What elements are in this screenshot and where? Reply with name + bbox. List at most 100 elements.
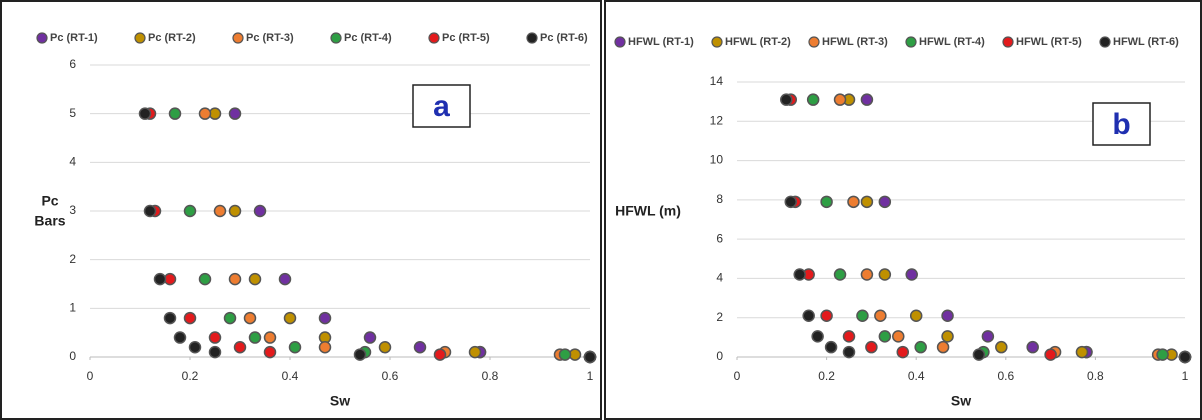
- y-tick-label: 4: [69, 155, 76, 169]
- y-tick-label: 0: [716, 349, 723, 363]
- point: [941, 309, 954, 322]
- x-tick-label: 0.2: [818, 369, 835, 383]
- y-axis-title: HFWL (m): [615, 203, 681, 219]
- point: [842, 330, 856, 343]
- legend-label: HFWL (RT-5): [1016, 36, 1082, 48]
- point: [806, 93, 820, 106]
- point: [914, 340, 927, 354]
- point: [878, 268, 892, 281]
- y-tick-label: 10: [710, 153, 724, 167]
- point: [941, 330, 954, 343]
- legend-marker: [711, 36, 723, 48]
- legend-label: Pc (RT-5): [442, 32, 490, 44]
- point: [820, 195, 833, 209]
- point: [468, 345, 482, 359]
- point: [318, 341, 332, 354]
- point: [811, 330, 824, 343]
- legend-label: Pc (RT-1): [50, 32, 98, 44]
- point: [228, 107, 242, 120]
- legend-label: HFWL (RT-6): [1113, 36, 1179, 48]
- legend-marker: [808, 36, 820, 48]
- legend-label: Pc (RT-6): [540, 32, 588, 44]
- point: [905, 268, 918, 281]
- point: [183, 311, 197, 325]
- legend-marker: [134, 32, 146, 44]
- point: [248, 331, 262, 344]
- x-tick-label: 1: [587, 369, 594, 383]
- y-tick-label: 1: [69, 301, 76, 315]
- point: [865, 340, 878, 354]
- point: [153, 272, 167, 286]
- point: [183, 204, 197, 218]
- point: [793, 268, 806, 281]
- point: [378, 341, 392, 354]
- x-tick-label: 0.6: [997, 369, 1014, 383]
- point: [263, 331, 277, 344]
- point: [995, 340, 1008, 354]
- point: [248, 272, 262, 286]
- point: [909, 309, 923, 322]
- point: [860, 195, 874, 209]
- panel-border: [604, 0, 1202, 420]
- point: [288, 341, 302, 354]
- y-tick-label: 12: [710, 113, 724, 127]
- legend-label: Pc (RT-3): [246, 32, 294, 44]
- annotation: a: [433, 90, 450, 123]
- point: [363, 331, 377, 344]
- y-tick-label: 6: [716, 231, 723, 245]
- point: [433, 348, 447, 361]
- y-axis-title: Pc: [41, 193, 58, 209]
- point: [802, 309, 815, 322]
- point: [198, 107, 212, 120]
- point: [878, 330, 892, 343]
- legend-marker: [1099, 36, 1111, 48]
- y-tick-label: 14: [710, 74, 724, 88]
- point: [972, 348, 986, 361]
- point: [138, 107, 152, 120]
- point: [213, 204, 227, 218]
- point: [856, 309, 869, 322]
- x-tick-label: 0.8: [482, 369, 499, 383]
- point: [833, 268, 847, 281]
- point: [842, 345, 856, 359]
- point: [413, 341, 427, 354]
- point: [188, 341, 202, 354]
- x-tick-label: 0.2: [182, 369, 199, 383]
- y-tick-label: 4: [716, 271, 723, 285]
- annotation: b: [1112, 108, 1130, 141]
- point: [833, 93, 847, 106]
- point: [1156, 348, 1169, 361]
- point: [168, 107, 182, 120]
- legend-label: Pc (RT-2): [148, 32, 196, 44]
- y-tick-label: 8: [716, 192, 723, 206]
- legend-marker: [1002, 36, 1014, 48]
- annotation-box: [1092, 102, 1151, 146]
- point: [824, 340, 838, 354]
- point: [583, 350, 597, 364]
- point: [558, 348, 572, 361]
- point: [228, 272, 242, 286]
- y-tick-label: 6: [69, 57, 76, 71]
- y-tick-label: 0: [69, 349, 76, 363]
- legend-marker: [614, 36, 626, 48]
- x-axis-title: Sw: [330, 393, 350, 409]
- point: [847, 195, 860, 209]
- x-tick-label: 1: [1182, 369, 1189, 383]
- point: [820, 309, 833, 322]
- x-tick-label: 0.4: [908, 369, 925, 383]
- y-tick-label: 2: [716, 310, 723, 324]
- legend-marker: [428, 32, 440, 44]
- point: [936, 340, 950, 354]
- y-tick-label: 5: [69, 106, 76, 120]
- x-axis-title: Sw: [951, 393, 971, 409]
- legend-marker: [526, 32, 538, 44]
- legend-marker: [232, 32, 244, 44]
- point: [228, 204, 242, 218]
- legend-label: HFWL (RT-4): [919, 36, 985, 48]
- legend-label: HFWL (RT-3): [822, 36, 888, 48]
- point: [896, 345, 910, 359]
- x-tick-label: 0.8: [1087, 369, 1104, 383]
- point: [860, 93, 874, 106]
- legend-marker: [330, 32, 342, 44]
- panel-border: [0, 0, 602, 420]
